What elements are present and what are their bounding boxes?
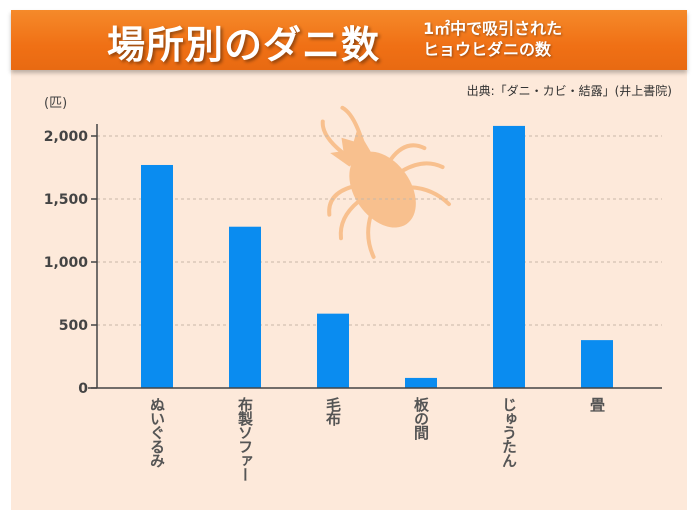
header-banner: 場所別のダニ数 1㎡中で吸引された ヒョウヒダニの数 — [11, 10, 687, 70]
x-tick-label: 布製ソファー — [236, 397, 254, 481]
bar-5 — [493, 125, 525, 389]
subtitle-line-1: 1㎡中で吸引された — [423, 19, 563, 38]
chart-title: 場所別のダニ数 — [107, 23, 381, 67]
source-note: 出典:「ダニ・カビ・結露」(井上書院) — [466, 84, 672, 98]
chart-card: 場所別のダニ数 1㎡中で吸引された ヒョウヒダニの数 出典:「ダニ・カビ・結露」… — [11, 10, 687, 510]
x-tick-label: 毛布 — [324, 397, 342, 425]
y-tick-label: 2,000 — [44, 129, 89, 145]
bar-3 — [317, 313, 349, 388]
subtitle-line-2: ヒョウヒダニの数 — [423, 40, 552, 59]
x-tick-label: じゅうたん — [500, 397, 518, 467]
bar-4 — [405, 377, 437, 388]
y-tick-label: 0 — [78, 381, 88, 397]
y-tick-label: 1,000 — [44, 255, 89, 271]
chart-subtitle: 1㎡中で吸引された ヒョウヒダニの数 — [423, 18, 562, 60]
bar-2 — [229, 226, 261, 388]
x-tick-label: 板の間 — [412, 397, 430, 439]
x-tick-label: ぬいぐるみ — [148, 397, 166, 467]
y-axis-unit: (匹) — [44, 96, 68, 111]
y-tick-label: 500 — [59, 318, 88, 334]
bar-1 — [141, 164, 173, 388]
y-tick-label: 1,500 — [44, 192, 89, 208]
mite-icon — [320, 105, 451, 259]
bar-6 — [581, 340, 613, 388]
x-tick-label: 畳 — [588, 397, 606, 411]
